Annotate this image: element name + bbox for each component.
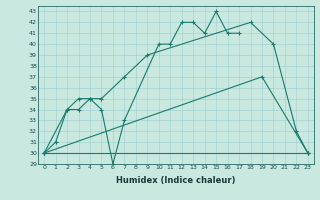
X-axis label: Humidex (Indice chaleur): Humidex (Indice chaleur) [116,176,236,185]
